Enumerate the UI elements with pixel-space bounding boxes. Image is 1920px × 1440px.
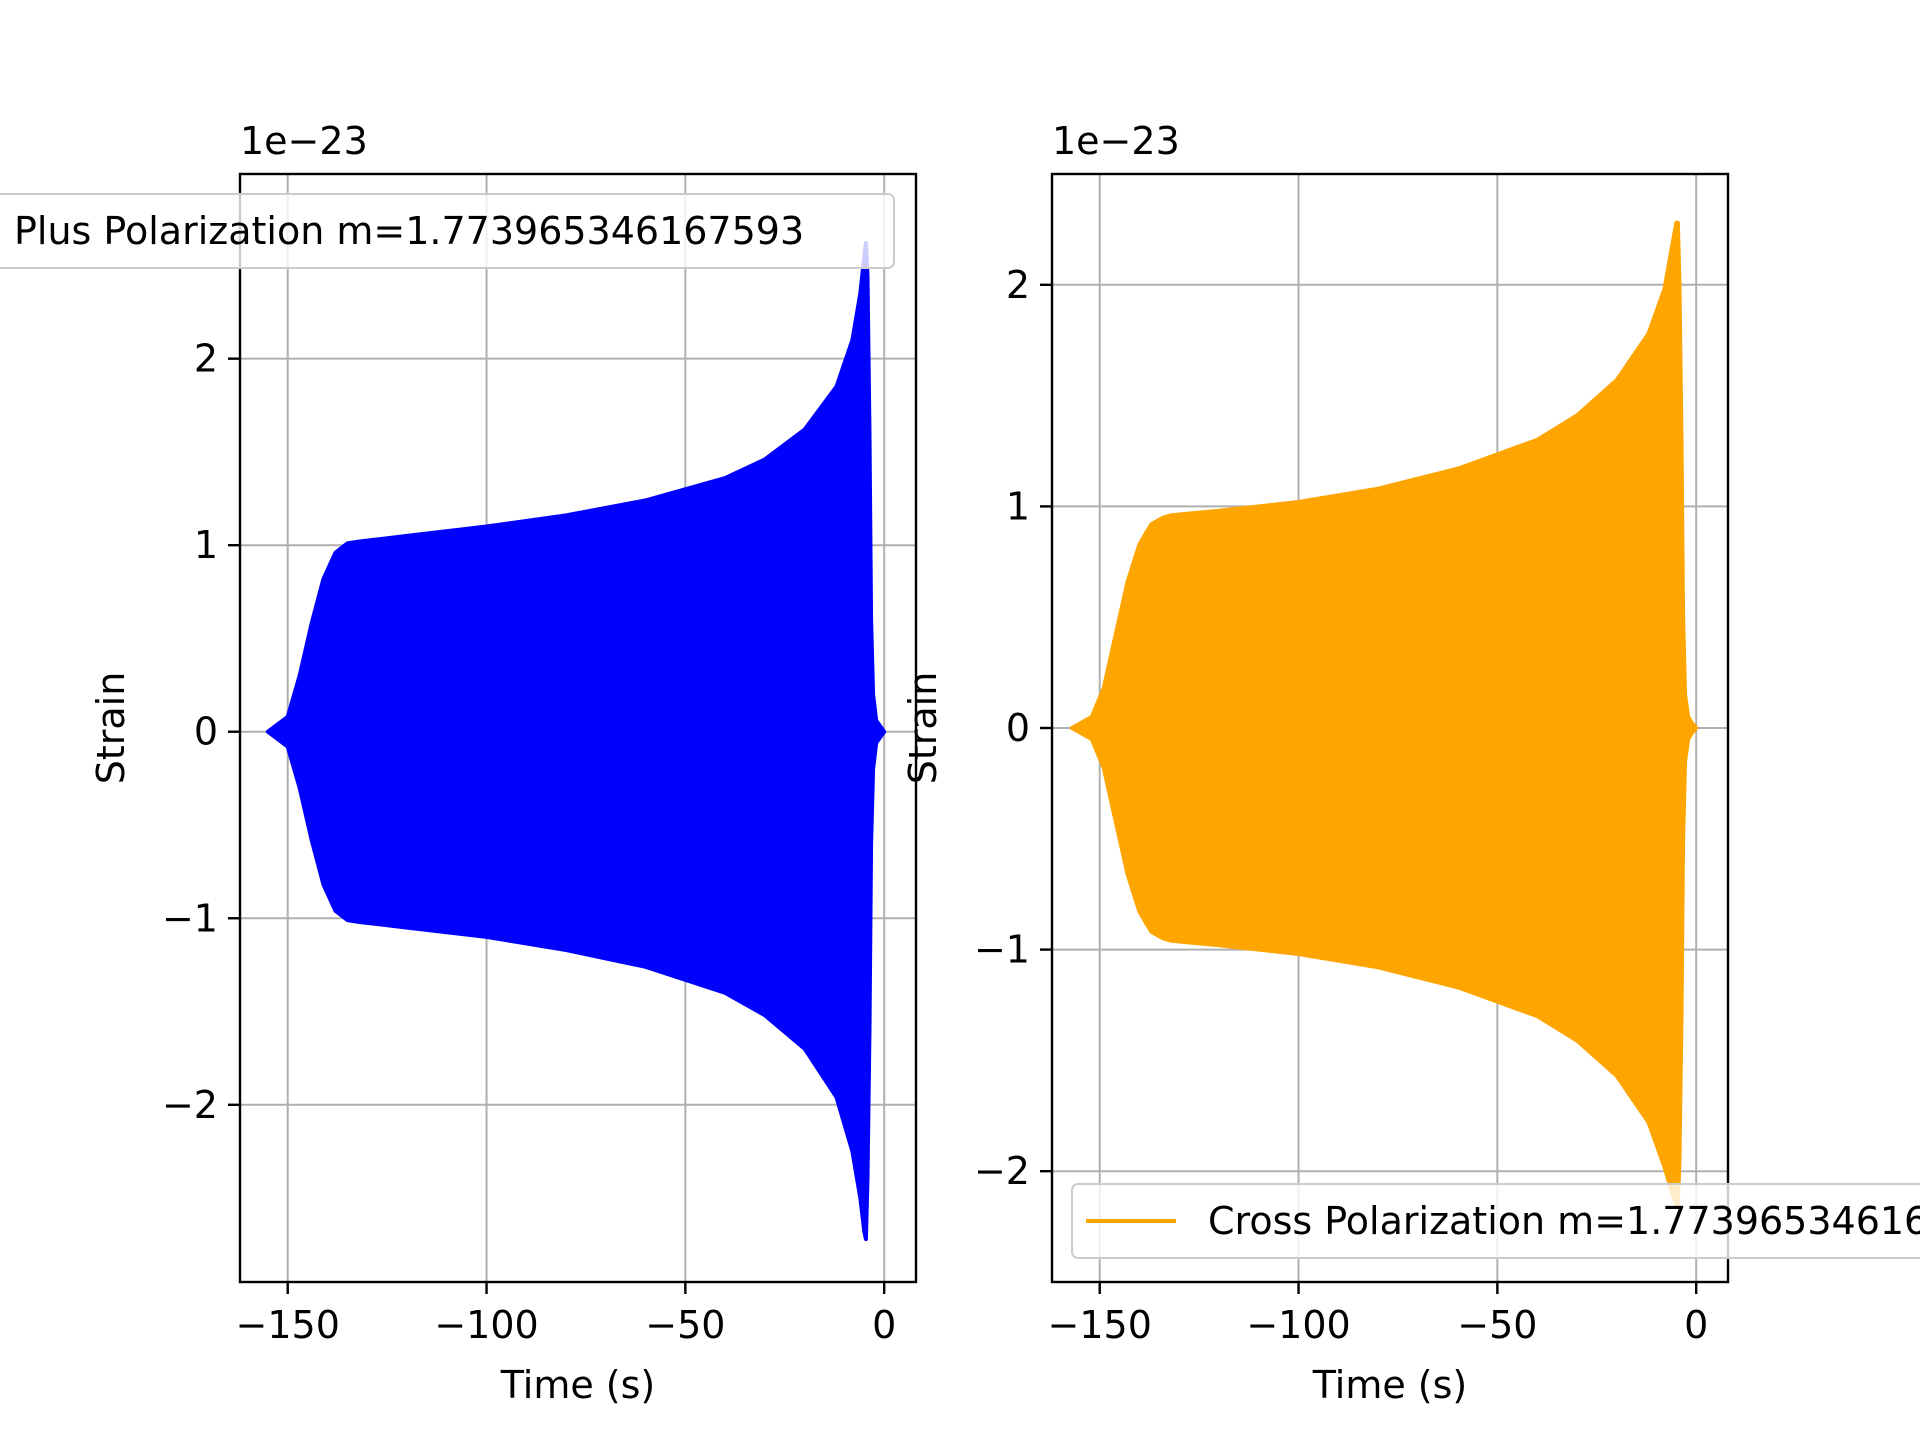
- y-tick-label: 0: [194, 710, 218, 754]
- cross-y-axis-label: Strain: [901, 672, 945, 785]
- series-envelope-0: [1069, 220, 1699, 1207]
- y-tick-label: −1: [974, 928, 1030, 972]
- plus-y-axis-label: Strain: [89, 672, 133, 785]
- x-tick-label: 0: [872, 1303, 896, 1347]
- cross-ticks: −150 −100 −50 0 −2 −1 0 1 2: [974, 263, 1708, 1347]
- x-tick-label: −100: [1246, 1303, 1350, 1347]
- y-tick-label: 0: [1006, 706, 1030, 750]
- plus-polarization-subplot: −150 −100 −50 0 −2 −1 0 1 2 1e−23 Time (s) Strai…: [0, 119, 918, 1407]
- cross-polarization-subplot: −150 −100 −50 0 −2 −1 0 1 2 1e−23 Time (s) Strai…: [901, 119, 1920, 1407]
- plus-legend: Plus Polarization m=1.773965346167593: [0, 193, 895, 269]
- x-tick-label: −150: [236, 1303, 340, 1347]
- cross-x-axis-label: Time (s): [1312, 1363, 1468, 1407]
- y-tick-label: 2: [194, 337, 218, 381]
- y-tick-label: 1: [194, 523, 218, 567]
- y-tick-label: −2: [974, 1149, 1030, 1193]
- plus-x-axis-label: Time (s): [500, 1363, 656, 1407]
- plus-y-offset-label: 1e−23: [240, 119, 368, 163]
- cross-legend-label: Cross Polarization m=1.773965346167593: [1208, 1199, 1920, 1243]
- y-tick-label: 1: [1006, 484, 1030, 528]
- plus-signal-area: [265, 241, 887, 1242]
- x-tick-label: −150: [1048, 1303, 1152, 1347]
- cross-legend: Cross Polarization m=1.773965346167593: [1071, 1183, 1920, 1259]
- x-tick-label: −100: [434, 1303, 538, 1347]
- x-tick-label: 0: [1684, 1303, 1708, 1347]
- plus-ticks: −150 −100 −50 0 −2 −1 0 1 2: [162, 337, 896, 1347]
- plus-legend-label: Plus Polarization m=1.773965346167593: [14, 209, 804, 253]
- cross-y-offset-label: 1e−23: [1052, 119, 1180, 163]
- series-envelope-0: [265, 241, 887, 1242]
- cross-legend-box: [1071, 1183, 1920, 1259]
- cross-signal-area: [1069, 220, 1699, 1207]
- x-tick-label: −50: [1457, 1303, 1537, 1347]
- y-tick-label: 2: [1006, 263, 1030, 307]
- plus-legend-box: [0, 193, 895, 269]
- plus-axes-frame: [238, 172, 918, 1284]
- y-tick-label: −1: [162, 896, 218, 940]
- x-tick-label: −50: [645, 1303, 725, 1347]
- y-tick-label: −2: [162, 1083, 218, 1127]
